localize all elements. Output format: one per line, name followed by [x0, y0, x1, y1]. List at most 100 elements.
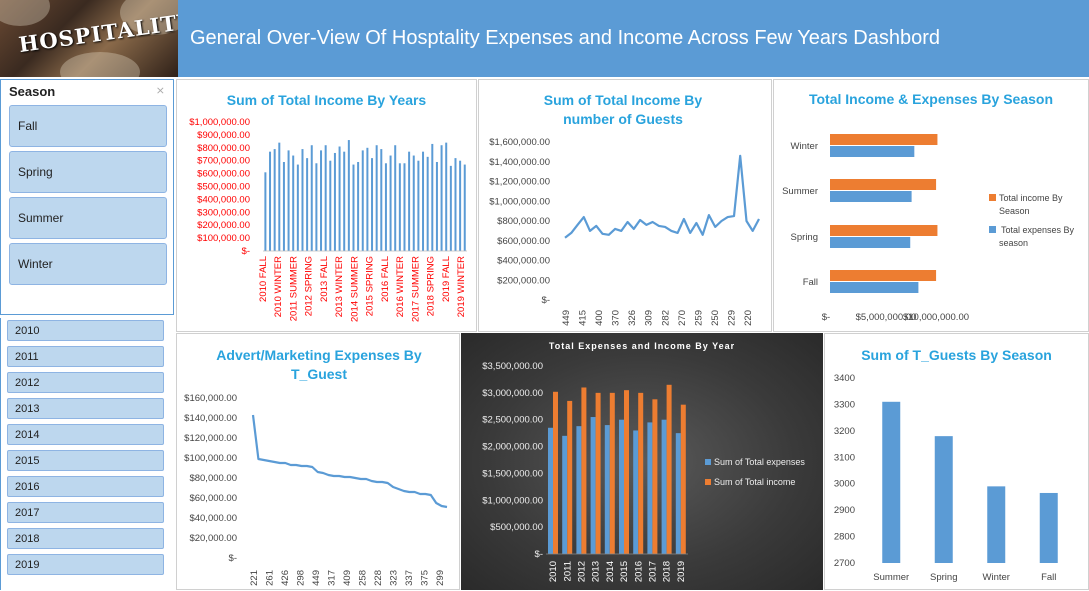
x-tick-label: 2011: [562, 561, 573, 581]
y-tick-label: $-: [535, 549, 543, 560]
income-bar: [389, 155, 392, 251]
x-tick-label: 2018: [662, 561, 673, 582]
year-item-2010[interactable]: 2010: [7, 320, 164, 341]
expenses-bar: [830, 237, 911, 248]
income-bar: [269, 151, 272, 251]
income-bar: [361, 150, 364, 251]
x-tick-label: 2019 WINTER: [456, 256, 467, 317]
y-tick-label: $160,000.00: [184, 393, 237, 404]
season-item-fall[interactable]: Fall: [9, 105, 167, 147]
x-tick-label: 2010 WINTER: [273, 256, 284, 317]
income-bar: [652, 399, 658, 554]
income-bar: [264, 172, 267, 251]
category-label: Winter: [791, 141, 818, 152]
x-tick-label: 258: [358, 570, 369, 586]
x-tick-label: 400: [594, 310, 605, 326]
y-tick-label: $600,000.00: [197, 169, 250, 180]
x-tick-label: 309: [644, 310, 655, 326]
income-bar: [830, 179, 937, 190]
income-bar: [581, 387, 587, 554]
category-label: Summer: [782, 186, 818, 197]
season-item-summer[interactable]: Summer: [9, 197, 167, 239]
income-bar: [384, 163, 387, 251]
income-bar: [624, 390, 629, 554]
income-bar: [445, 142, 448, 251]
y-tick-label: $1,200,000.00: [489, 177, 550, 188]
x-tick-label: 299: [435, 570, 446, 586]
x-tick-label: 2017: [648, 561, 659, 582]
x-tick-label: 221: [249, 570, 260, 586]
x-tick-label: 2011 SUMMER: [288, 256, 299, 321]
clear-filter-icon[interactable]: ⨯: [155, 85, 165, 97]
x-tick-label: Winter: [983, 572, 1010, 583]
y-tick-label: $1,000,000.00: [482, 495, 543, 506]
year-item-2011[interactable]: 2011: [7, 346, 164, 367]
x-tick-label: 2018 SPRING: [426, 256, 437, 316]
expenses-bar: [576, 426, 582, 554]
income-by-guests-panel: Sum of Total Income By number of Guests …: [478, 79, 772, 332]
x-tick-label: Spring: [930, 572, 957, 583]
expenses-bar: [661, 419, 667, 554]
y-tick-label: $20,000.00: [189, 533, 237, 544]
year-item-2013[interactable]: 2013: [7, 398, 164, 419]
guests-bar: [882, 401, 901, 563]
x-tick-label: 2013 WINTER: [334, 256, 345, 317]
y-tick-label: $300,000.00: [197, 207, 250, 218]
chart-title: Advert/Marketing Expenses By T_Guest: [216, 347, 422, 382]
y-tick-label: $140,000.00: [184, 413, 237, 424]
legend-label: season: [999, 238, 1028, 248]
x-tick-label: 2010 FALL: [258, 256, 269, 302]
y-tick-label: 2700: [834, 558, 855, 569]
year-item-2018[interactable]: 2018: [7, 528, 164, 549]
year-item-2019[interactable]: 2019: [7, 554, 164, 575]
x-tick-label: 220: [743, 310, 754, 326]
year-item-2016[interactable]: 2016: [7, 476, 164, 497]
legend-label: Total expenses By: [1001, 225, 1075, 235]
income-bar: [454, 158, 457, 251]
legend-label: Total income By: [999, 193, 1063, 203]
income-bar: [830, 225, 938, 236]
x-tick-label: 2010: [548, 561, 559, 582]
y-tick-label: $400,000.00: [497, 256, 550, 267]
expenses-bar: [548, 427, 553, 554]
y-tick-label: $2,500,000.00: [482, 415, 543, 426]
year-item-2017[interactable]: 2017: [7, 502, 164, 523]
y-tick-label: $-: [542, 295, 550, 306]
x-tick-label: 317: [327, 570, 338, 586]
income-bar: [329, 160, 332, 251]
x-tick-label: 250: [710, 310, 721, 326]
season-item-spring[interactable]: Spring: [9, 151, 167, 193]
y-tick-label: $700,000.00: [197, 156, 250, 167]
x-tick-label: 337: [404, 570, 415, 586]
income-bar: [398, 163, 401, 251]
income-bar: [333, 152, 336, 251]
chart-title: Total Expenses and Income By Year: [548, 341, 736, 351]
legend-label: Sum of Total expenses: [714, 457, 805, 467]
income-bar: [394, 145, 397, 251]
category-label: Fall: [803, 277, 818, 288]
x-tick-label: 2017 SUMMER: [410, 256, 421, 322]
legend-swatch-expenses: [989, 226, 996, 233]
x-tick-label: 449: [561, 310, 572, 326]
season-item-winter[interactable]: Winter: [9, 243, 167, 285]
income-bar: [449, 165, 452, 251]
y-tick-label: $500,000.00: [490, 522, 543, 533]
legend-swatch-expenses: [705, 459, 711, 465]
expenses-bar: [830, 191, 912, 202]
year-item-2012[interactable]: 2012: [7, 372, 164, 393]
income-bar: [324, 145, 327, 251]
y-tick-label: $1,000,000.00: [489, 196, 550, 207]
y-tick-label: $1,500,000.00: [482, 468, 543, 479]
x-tick-label: 228: [373, 570, 384, 586]
y-tick-label: $2,000,000.00: [482, 442, 543, 453]
x-tick-label: 409: [342, 570, 353, 586]
x-tick-label: 298: [296, 570, 307, 586]
y-tick-label: $3,000,000.00: [482, 388, 543, 399]
legend-label: Sum of Total income: [714, 477, 795, 487]
year-item-2014[interactable]: 2014: [7, 424, 164, 445]
year-item-2015[interactable]: 2015: [7, 450, 164, 471]
income-bar: [435, 161, 438, 251]
income-bar: [595, 392, 601, 554]
expenses-bar: [830, 282, 919, 293]
x-tick-label: 270: [677, 310, 688, 326]
